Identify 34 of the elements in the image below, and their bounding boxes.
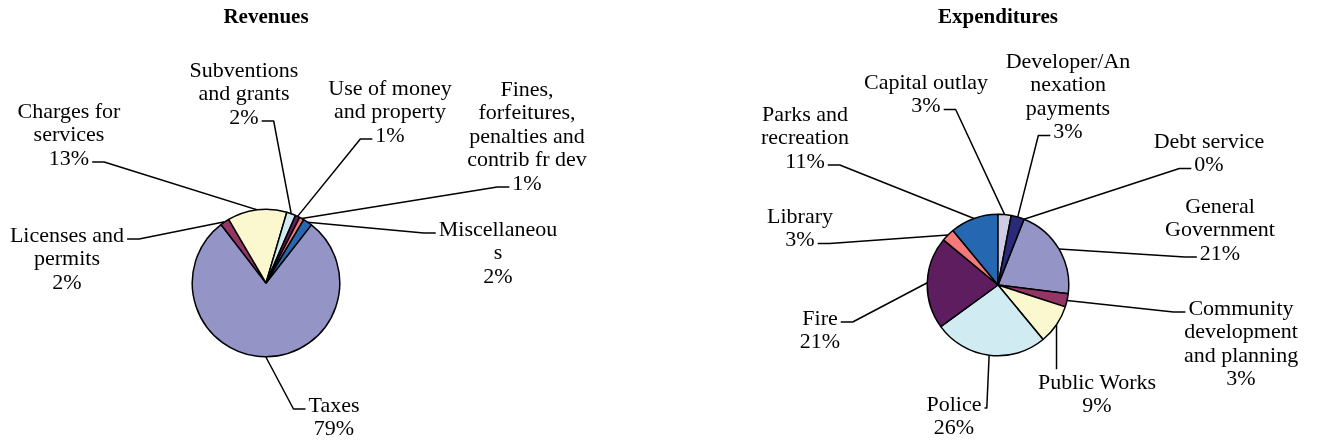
data-label: 21%: [799, 328, 841, 354]
data-label: 1%: [512, 169, 542, 195]
data-label: 13%: [48, 144, 90, 170]
slice-label: Library: [767, 202, 833, 228]
slice-label: Miscellaneous: [438, 215, 558, 265]
data-label: 26%: [933, 414, 975, 440]
data-label: 11%: [785, 147, 825, 173]
category-label: Debt service: [1153, 127, 1265, 153]
slice-label: Police: [926, 390, 982, 416]
slice-label: Charges for services: [17, 97, 122, 147]
slice-label: General Government: [1165, 192, 1275, 242]
data-label: 79%: [313, 415, 355, 441]
data-label: 3%: [1053, 118, 1083, 144]
data-label: 21%: [1199, 239, 1241, 265]
slice-label: Developer/Annexation payments: [1005, 47, 1131, 120]
slice-label: Fire: [802, 304, 838, 330]
data-label: 3%: [911, 92, 941, 118]
slice-label: Community development and planning: [1183, 294, 1299, 367]
chart-title: Revenues: [223, 4, 309, 29]
slice-label: Licenses and permits: [9, 221, 125, 271]
slice-label: Parks and recreation: [761, 100, 849, 150]
chart-title: Expenditures: [938, 4, 1058, 29]
slice-label: Subventions and grants: [189, 56, 299, 106]
data-label: 3%: [785, 226, 815, 252]
slice-label: Taxes: [308, 391, 360, 417]
data-label: 2%: [483, 262, 513, 288]
slice-label: Public Works: [1037, 368, 1157, 394]
data-label: 3%: [1226, 365, 1256, 391]
data-label: 2%: [52, 268, 82, 294]
text: 0%: [1194, 151, 1224, 177]
slice-label: Use of money and property: [328, 74, 452, 124]
slice-label: Fines, forfeitures, penalties and contrib fr dev: [467, 75, 587, 172]
data-label: 9%: [1082, 392, 1112, 418]
slice-label: Capital outlay: [863, 68, 989, 94]
